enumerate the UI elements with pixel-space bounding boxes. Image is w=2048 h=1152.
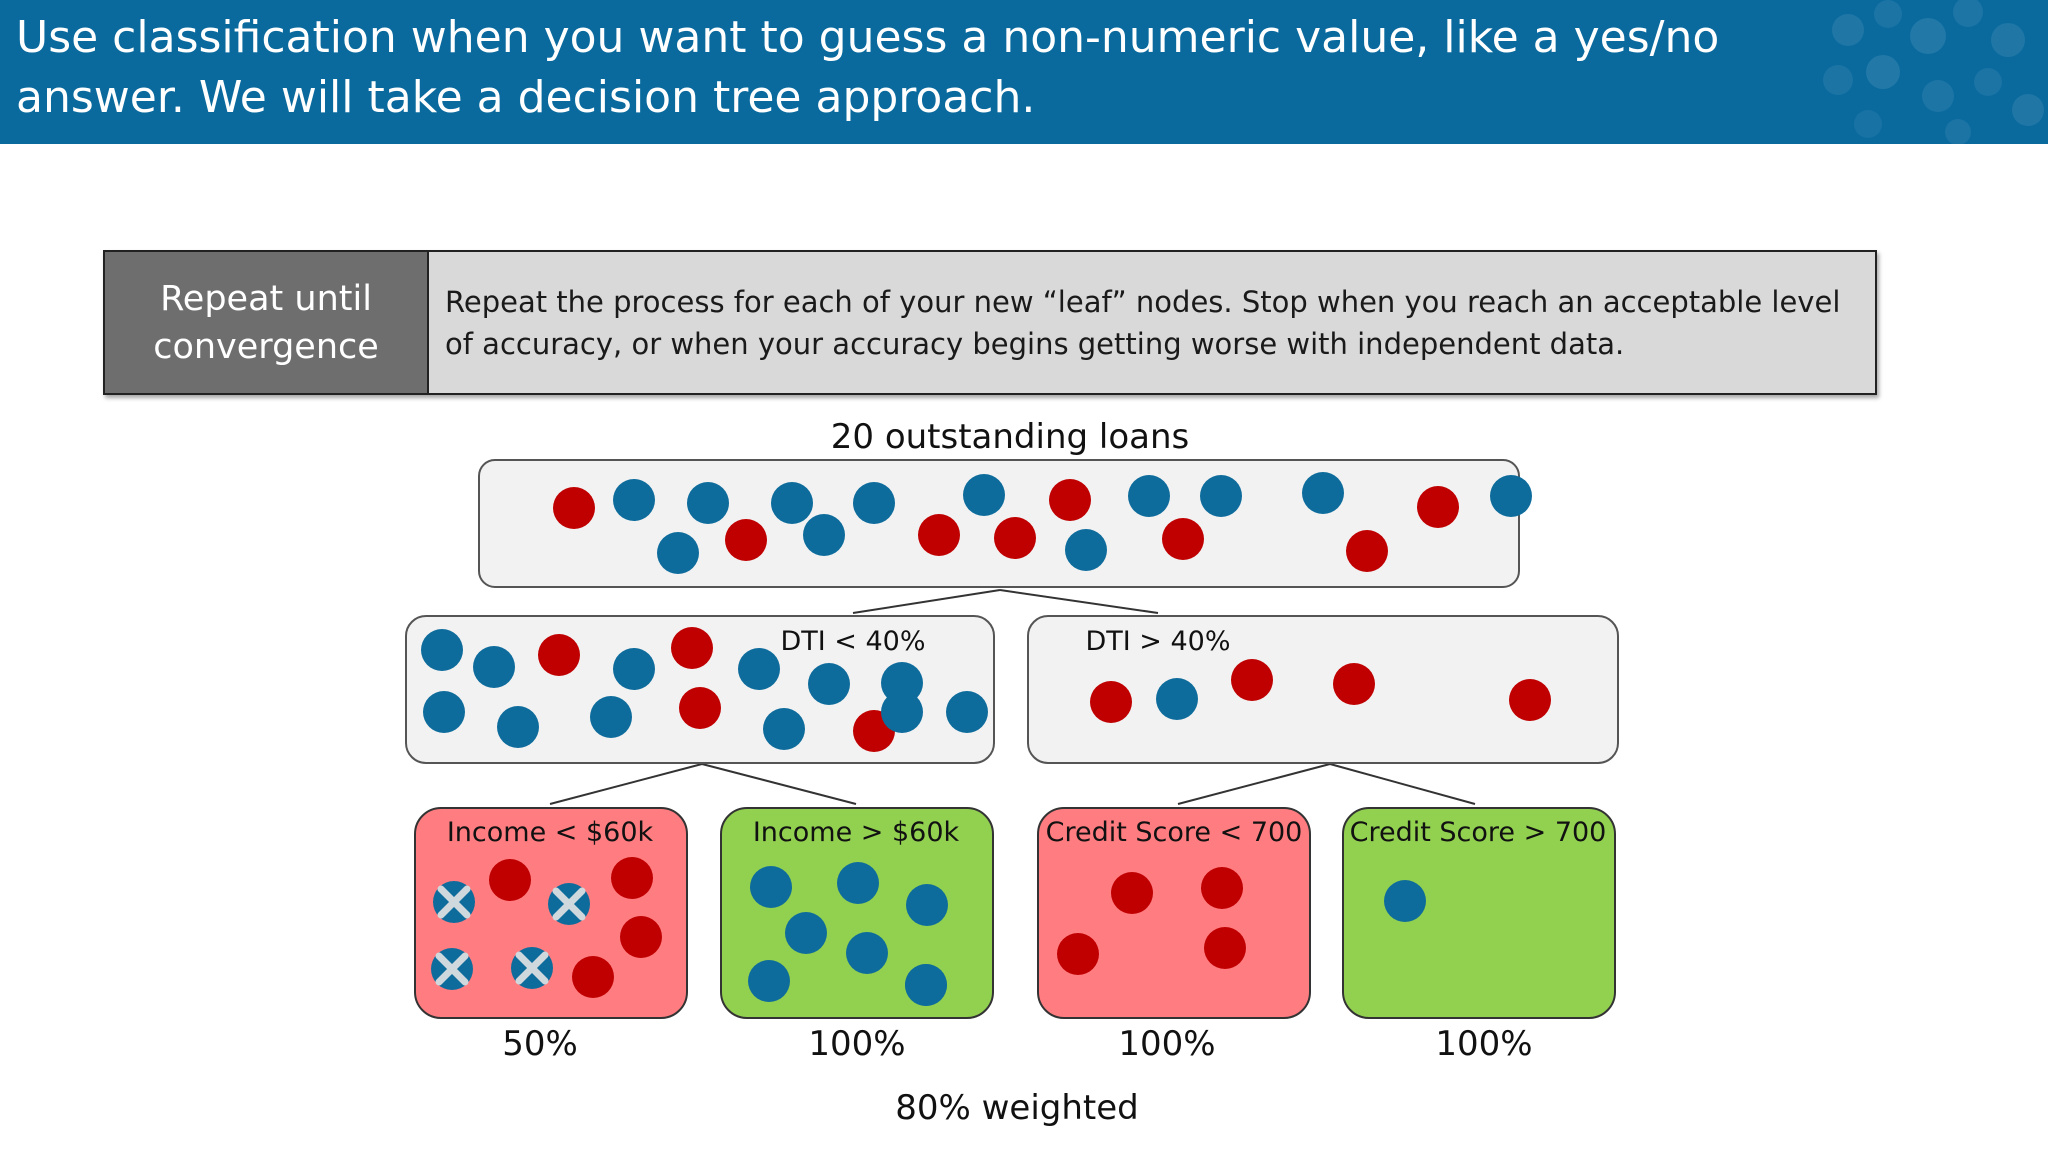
blue-dot xyxy=(1128,475,1170,517)
root-dots xyxy=(553,472,1532,574)
right-dots xyxy=(1090,659,1551,723)
leaf-credit-high-accuracy: 100% xyxy=(1435,1024,1532,1064)
blue-dot xyxy=(803,514,845,556)
red-dot xyxy=(1111,872,1153,914)
leaf-credit-high-dots xyxy=(1384,880,1426,922)
step-callout: Repeat until convergence Repeat the proc… xyxy=(103,250,1877,395)
connector-root-left xyxy=(852,589,1001,614)
red-dot xyxy=(994,517,1036,559)
blue-dot xyxy=(748,960,790,1002)
blue-dot xyxy=(687,482,729,524)
misclassified-x-icon xyxy=(437,885,471,919)
weighted-accuracy: 80% weighted xyxy=(895,1088,1139,1128)
leaf-income-low-accuracy: 50% xyxy=(502,1024,578,1064)
blue-dot xyxy=(837,862,879,904)
red-dot xyxy=(1333,663,1375,705)
connector-left-leaf2 xyxy=(701,763,857,805)
leaf-credit-high xyxy=(1342,807,1616,1019)
red-dot xyxy=(620,916,662,958)
blue-dot xyxy=(906,884,948,926)
blue-dot xyxy=(785,912,827,954)
leaf-income-high-label: Income > $60k xyxy=(753,817,960,848)
leaf-credit-low-accuracy: 100% xyxy=(1118,1024,1215,1064)
misclassified-x-icon xyxy=(515,951,549,985)
red-dot xyxy=(918,514,960,556)
blue-dot xyxy=(808,663,850,705)
connector-root-right xyxy=(999,589,1159,614)
leaf-income-low-dots xyxy=(431,857,662,998)
blue-dot xyxy=(473,646,515,688)
step-description: Repeat the process for each of your new … xyxy=(445,284,1841,361)
blue-dot xyxy=(750,866,792,908)
blue-dot xyxy=(905,964,947,1006)
blue-dot xyxy=(613,648,655,690)
leaf-credit-low-label: Credit Score < 700 xyxy=(1046,817,1303,848)
blue-dot xyxy=(846,932,888,974)
connector-right-leaf4 xyxy=(1329,763,1476,805)
leaf-income-high-dots xyxy=(748,862,948,1006)
right-node-label: DTI > 40% xyxy=(1085,626,1230,657)
blue-dot xyxy=(1490,475,1532,517)
red-dot xyxy=(1162,518,1204,560)
blue-dot xyxy=(881,662,923,704)
blue-dot xyxy=(771,482,813,524)
leaf-credit-high-label: Credit Score > 700 xyxy=(1350,817,1607,848)
connector-left-leaf1 xyxy=(549,763,703,805)
blue-dot xyxy=(657,532,699,574)
red-dot xyxy=(572,956,614,998)
leaf-income-low-label: Income < $60k xyxy=(447,817,654,848)
misclassified-x-icon xyxy=(552,887,586,921)
red-dot xyxy=(1509,679,1551,721)
blue-dot xyxy=(1065,529,1107,571)
tree-connectors xyxy=(549,589,1476,805)
blue-dot xyxy=(590,696,632,738)
blue-dot xyxy=(853,482,895,524)
slide-title: Use classification when you want to gues… xyxy=(16,12,1720,123)
blue-dot xyxy=(421,629,463,671)
red-dot xyxy=(725,519,767,561)
blue-dot xyxy=(946,691,988,733)
blue-dot xyxy=(881,691,923,733)
red-dot xyxy=(679,687,721,729)
red-dot xyxy=(553,487,595,529)
blue-dot xyxy=(1156,678,1198,720)
blue-dot xyxy=(1200,475,1242,517)
red-dot xyxy=(1204,927,1246,969)
blue-dot xyxy=(1302,472,1344,514)
red-dot xyxy=(1417,486,1459,528)
red-dot xyxy=(1049,479,1091,521)
leaf-credit-low xyxy=(1037,807,1311,1019)
slide-header: Use classification when you want to gues… xyxy=(0,0,2048,144)
root-label: 20 outstanding loans xyxy=(831,417,1190,457)
dot-pattern-decoration xyxy=(1823,0,2044,144)
red-dot xyxy=(1090,681,1132,723)
red-dot xyxy=(538,634,580,676)
right-node xyxy=(1027,615,1619,764)
blue-dot xyxy=(763,708,805,750)
step-label: Repeat until convergence xyxy=(105,252,429,393)
red-dot xyxy=(611,857,653,899)
blue-dot xyxy=(423,691,465,733)
left-dots xyxy=(421,627,988,752)
connector-right-leaf3 xyxy=(1177,763,1331,805)
blue-dot xyxy=(497,706,539,748)
red-dot xyxy=(489,859,531,901)
leaf-income-high-accuracy: 100% xyxy=(808,1024,905,1064)
leaf-credit-low-dots xyxy=(1057,867,1246,975)
blue-dot xyxy=(738,648,780,690)
blue-dot xyxy=(1384,880,1426,922)
red-dot xyxy=(1201,867,1243,909)
red-dot xyxy=(1057,933,1099,975)
left-node-label: DTI < 40% xyxy=(780,626,925,657)
misclassified-x-icon xyxy=(435,952,469,986)
red-dot xyxy=(1346,530,1388,572)
red-dot xyxy=(1231,659,1273,701)
red-dot xyxy=(671,627,713,669)
blue-dot xyxy=(613,479,655,521)
blue-dot xyxy=(963,474,1005,516)
